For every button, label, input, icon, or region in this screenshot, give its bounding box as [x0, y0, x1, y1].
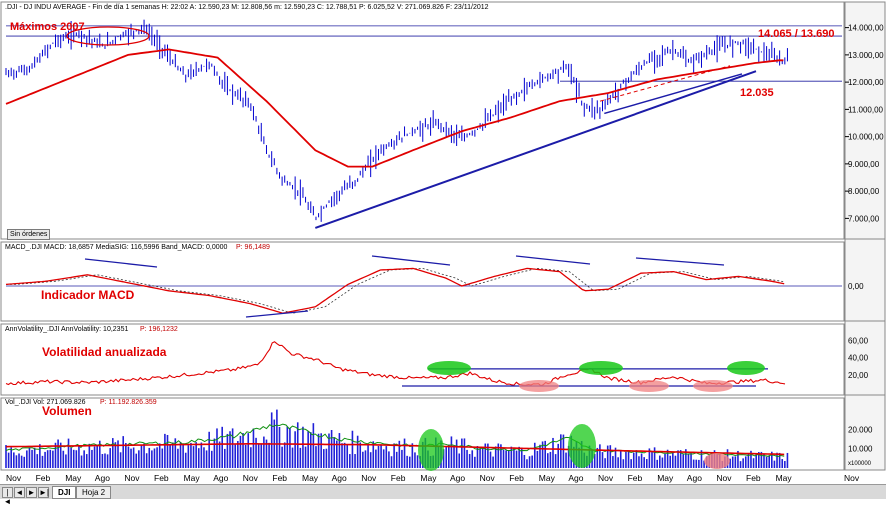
macd-line [5, 267, 785, 314]
volatility-tick-label: 40,00 [848, 354, 869, 363]
x-tick-label: Ago [332, 473, 347, 483]
trend-line-second [604, 73, 743, 115]
macd-divergence-line-2 [371, 255, 451, 266]
annotation-volatility: Volatilidad anualizada [42, 345, 167, 359]
max-2007-ellipse [66, 26, 150, 46]
stock-chart: .DJI - DJ INDU AVERAGE - Fin de día 1 se… [0, 1, 886, 483]
x-tick-label: Nov [243, 473, 259, 483]
x-tick-label: Feb [272, 473, 287, 483]
volume-low-marker [704, 453, 730, 469]
volume-tick-label: 10.000 [848, 445, 873, 454]
volatility-low-marker-0 [519, 380, 559, 392]
macd-divergence-line-4 [635, 257, 725, 266]
next-sheet-button[interactable]: ► [26, 487, 37, 498]
x-tick-label: Ago [213, 473, 228, 483]
y-axis-area [844, 1, 886, 471]
volatility-tick-label: 60,00 [848, 337, 869, 346]
price-tick-label: 8.000,00 [848, 187, 880, 196]
annotation-volume: Volumen [42, 404, 92, 418]
macd-header: MACD_.DJI MACD: 18,6857 MediaSIG: 116,59… [5, 244, 228, 251]
x-tick-label: May [184, 473, 201, 483]
price-tick-label: 11.000,00 [848, 105, 884, 114]
x-tick-label: Feb [36, 473, 51, 483]
price-tick-label: 12.000,00 [848, 78, 884, 87]
x-tick-label: Nov [124, 473, 140, 483]
x-tick-label: Nov [361, 473, 377, 483]
x-tick-label: Feb [391, 473, 406, 483]
x-tick-label: Feb [509, 473, 524, 483]
price-tick-label: 9.000,00 [848, 160, 880, 169]
volume-spike-marker-2 [568, 424, 596, 468]
annotation-resistance: 14.065 / 13.690 [758, 28, 834, 40]
last-sheet-button[interactable]: ►| [38, 487, 49, 498]
sheet-tab-bar: |◄ ◄ ► ►| DJI Hoja 2 [0, 484, 886, 506]
volume-header: Vol_.DJI Vol: 271.069.826 [5, 399, 86, 406]
price-tick-label: 14.000,00 [848, 24, 884, 33]
first-sheet-button[interactable]: |◄ [2, 487, 13, 506]
x-tick-label: Ago [450, 473, 465, 483]
x-tick-label: Feb [746, 473, 761, 483]
macd-divergence-line-3 [515, 255, 591, 265]
volatility-high-marker-1 [579, 361, 623, 375]
volume-series [5, 409, 789, 471]
volume-tick-label: 20.000 [848, 425, 873, 434]
price-moving-average [5, 48, 784, 168]
trend-line-main [314, 70, 757, 229]
tab-dji[interactable]: DJI [52, 486, 77, 499]
x-tick-label: Ago [95, 473, 110, 483]
x-tick-label: May [657, 473, 674, 483]
annotation-max-2007: Máximos 2007 [10, 21, 85, 33]
volatility-tick-label: 20,00 [848, 371, 869, 380]
x-tick-label: May [420, 473, 437, 483]
price-tick-label: 13.000,00 [848, 51, 884, 60]
x-tick-label: Ago [687, 473, 702, 483]
x-tick-label: Nov [598, 473, 614, 483]
volatility-high-marker-2 [727, 361, 765, 375]
volatility-low-marker-2 [693, 380, 733, 392]
price-tick-label: 7.000,00 [848, 214, 880, 223]
volume-spike-marker-1 [418, 429, 444, 471]
volatility-header: AnnVolatility_.DJI AnnVolatility: 10,235… [5, 326, 128, 333]
volume-short-average [5, 423, 785, 458]
macd-panel [0, 241, 845, 322]
annotation-support: 12.035 [740, 87, 774, 99]
volume-unit-label: x100000 [848, 461, 872, 467]
x-tick-label: Ago [568, 473, 583, 483]
macd-tick-label: 0,00 [848, 282, 864, 291]
x-tick-label: Nov [6, 473, 22, 483]
volume-header-p: P: 11.192.826.359 [100, 399, 157, 406]
x-tick-label: Feb [628, 473, 643, 483]
price-header: .DJI - DJ INDU AVERAGE - Fin de día 1 se… [5, 4, 489, 11]
volatility-high-marker-0 [427, 361, 471, 375]
volatility-header-p: P: 196,1232 [140, 326, 178, 333]
x-tick-label: Feb [154, 473, 169, 483]
macd-header-p: P: 96,1489 [236, 244, 270, 251]
volatility-low-marker-1 [629, 380, 669, 392]
x-tick-label: May [539, 473, 556, 483]
macd-divergence-line-1 [245, 310, 309, 318]
y-ticks: 14.000,00 13.000,00 12.000,00 11.000,00 10.0… [845, 24, 884, 467]
no-orders-button[interactable]: Sin órdenes [7, 229, 51, 240]
x-tick-label: Nov [480, 473, 496, 483]
volatility-line [5, 341, 786, 387]
volatility-series [5, 341, 786, 392]
x-tick-label: May [65, 473, 82, 483]
x-tick-label: Nov [716, 473, 732, 483]
annotation-macd: Indicador MACD [41, 288, 135, 302]
x-tick-label: Nov [844, 473, 860, 483]
x-tick-label: May [776, 473, 793, 483]
x-tick-label: May [302, 473, 319, 483]
tab-hoja-2[interactable]: Hoja 2 [76, 486, 112, 499]
prev-sheet-button[interactable]: ◄ [14, 487, 25, 498]
macd-divergence-line-0 [84, 258, 158, 268]
price-tick-label: 10.000,00 [848, 133, 884, 142]
x-ticks: Nov Feb May Ago Nov Feb May Ago Nov Feb May Ago Nov F… [6, 473, 860, 483]
trend-line-dashed [599, 65, 731, 102]
volume-moving-average [5, 443, 785, 456]
macd-series [5, 255, 842, 318]
price-series [5, 19, 842, 229]
